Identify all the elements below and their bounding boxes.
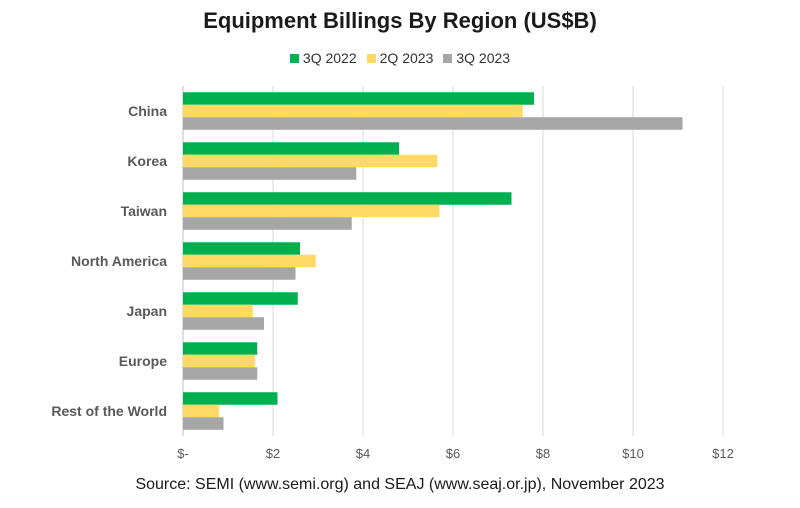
bar	[183, 242, 300, 255]
x-tick-label: $-	[177, 446, 189, 461]
x-tick-label: $2	[266, 446, 280, 461]
x-tick-label: $12	[712, 446, 734, 461]
category-label: Taiwan	[121, 203, 167, 219]
bar	[183, 142, 399, 155]
bar	[183, 342, 258, 355]
bar	[183, 354, 255, 368]
bar	[183, 304, 253, 318]
category-label: Korea	[127, 153, 167, 169]
bar	[183, 254, 316, 268]
x-tick-label: $8	[536, 446, 550, 461]
bar	[183, 92, 534, 105]
category-label: North America	[71, 253, 167, 269]
chart-legend: 3Q 2022 2Q 2023 3Q 2023	[0, 50, 800, 66]
bar	[183, 292, 298, 305]
category-label: Rest of the World	[51, 403, 167, 419]
x-tick-label: $10	[622, 446, 644, 461]
category-label: China	[128, 103, 167, 119]
bar	[183, 167, 357, 180]
legend-swatch-series-2	[366, 53, 376, 63]
bar	[183, 204, 440, 218]
chart-source: Source: SEMI (www.semi.org) and SEAJ (ww…	[135, 476, 665, 493]
bar	[183, 417, 224, 430]
category-label: Japan	[127, 303, 167, 319]
bar	[183, 392, 278, 405]
legend-item-series-1: 3Q 2022	[289, 50, 357, 66]
legend-item-series-3: 3Q 2023	[443, 50, 510, 66]
legend-swatch-series-3	[443, 53, 453, 63]
legend-label-series-1: 3Q 2022	[302, 50, 357, 66]
legend-item-series-2: 2Q 2023	[366, 50, 434, 66]
bar	[183, 154, 438, 168]
bar	[183, 192, 512, 205]
legend-swatch-series-1	[289, 53, 299, 63]
legend-label-series-3: 3Q 2023	[456, 50, 511, 66]
bar	[183, 104, 523, 118]
chart-title: Equipment Billings By Region (US$B)	[203, 8, 597, 33]
bar	[183, 404, 219, 418]
bar	[183, 317, 264, 330]
bar	[183, 217, 352, 230]
legend-label-series-2: 2Q 2023	[379, 50, 434, 66]
x-tick-label: $6	[446, 446, 460, 461]
bar	[183, 367, 258, 380]
category-label: Europe	[119, 353, 167, 369]
bar	[183, 267, 296, 280]
bar	[183, 117, 683, 130]
x-tick-label: $4	[356, 446, 370, 461]
